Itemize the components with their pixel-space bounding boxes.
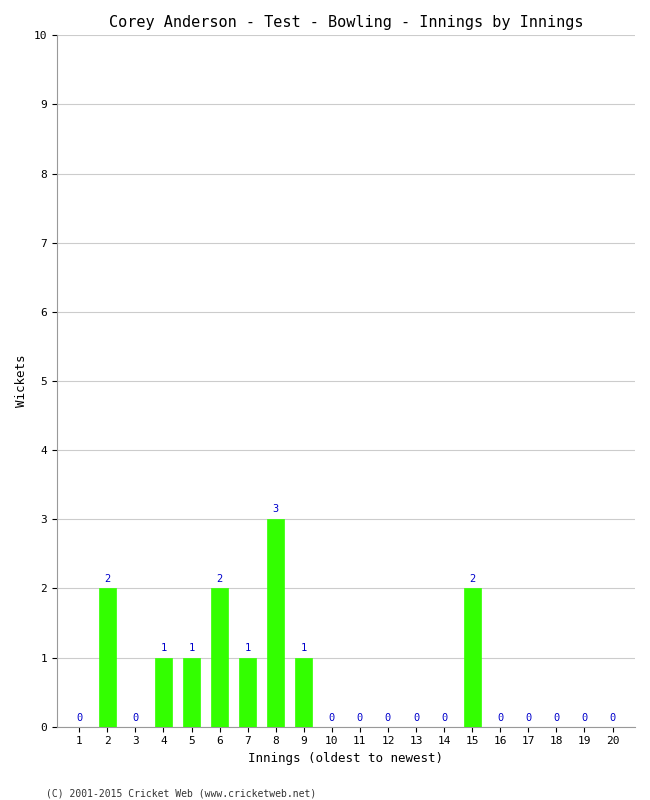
Text: 2: 2 — [104, 574, 110, 584]
Text: 0: 0 — [610, 713, 616, 722]
Text: 1: 1 — [244, 642, 251, 653]
Text: (C) 2001-2015 Cricket Web (www.cricketweb.net): (C) 2001-2015 Cricket Web (www.cricketwe… — [46, 788, 316, 798]
Text: 0: 0 — [132, 713, 138, 722]
Text: 0: 0 — [329, 713, 335, 722]
Text: 0: 0 — [441, 713, 447, 722]
Text: 1: 1 — [301, 642, 307, 653]
Text: 1: 1 — [188, 642, 194, 653]
Text: 0: 0 — [581, 713, 588, 722]
Bar — [155, 658, 172, 726]
Bar — [295, 658, 312, 726]
Bar — [464, 589, 480, 726]
Text: 2: 2 — [216, 574, 223, 584]
Bar — [211, 589, 228, 726]
Text: 0: 0 — [553, 713, 560, 722]
Text: 3: 3 — [272, 505, 279, 514]
Bar — [267, 519, 284, 726]
Y-axis label: Wickets: Wickets — [15, 354, 28, 407]
Title: Corey Anderson - Test - Bowling - Innings by Innings: Corey Anderson - Test - Bowling - Inning… — [109, 15, 583, 30]
Text: 2: 2 — [469, 574, 475, 584]
Bar — [99, 589, 116, 726]
X-axis label: Innings (oldest to newest): Innings (oldest to newest) — [248, 752, 443, 765]
Text: 0: 0 — [525, 713, 532, 722]
Text: 0: 0 — [385, 713, 391, 722]
Bar — [239, 658, 256, 726]
Text: 1: 1 — [161, 642, 166, 653]
Text: 0: 0 — [76, 713, 83, 722]
Text: 0: 0 — [357, 713, 363, 722]
Text: 0: 0 — [413, 713, 419, 722]
Bar — [183, 658, 200, 726]
Text: 0: 0 — [497, 713, 503, 722]
